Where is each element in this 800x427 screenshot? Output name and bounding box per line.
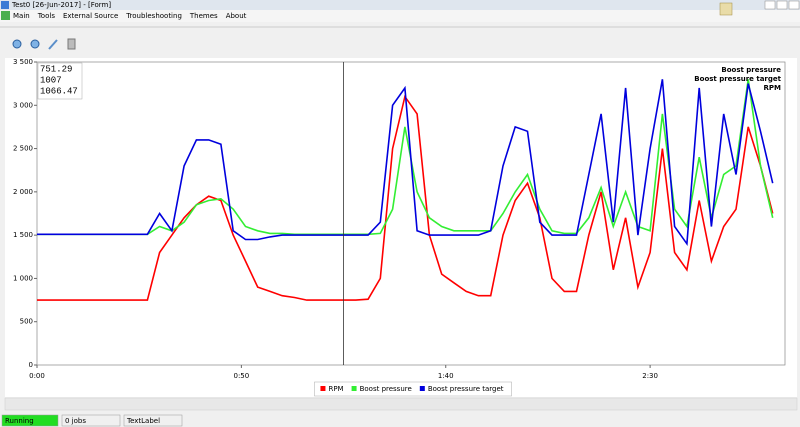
window-controls[interactable] (764, 0, 800, 10)
y-tick-label: 1 500 (13, 231, 33, 239)
cursor-readout: 751.29 (40, 64, 72, 74)
legend-label: Boost pressure target (694, 75, 781, 83)
status-cell (1, 414, 59, 427)
status-text: 0 jobs (65, 417, 86, 425)
legend-swatch[interactable] (351, 386, 357, 391)
toolbar (12, 38, 76, 50)
cursor-readout: 1066.47 (40, 86, 78, 96)
legend-label[interactable]: Boost pressure target (428, 385, 504, 393)
window-title: Test0 [26-Jun-2017] - [Form] (11, 1, 111, 9)
menu-item[interactable]: Themes (189, 12, 218, 20)
x-tick-label: 1:40 (438, 372, 454, 380)
status-cell (61, 414, 121, 427)
legend-swatch[interactable] (320, 386, 326, 391)
y-tick-label: 2 500 (13, 145, 33, 153)
status-bar (0, 413, 800, 427)
legend-label[interactable]: RPM (328, 385, 343, 393)
zoom-out-button[interactable] (30, 39, 40, 49)
y-tick-label: 500 (20, 318, 33, 326)
cursor-readout-box (37, 62, 83, 100)
pan-button[interactable] (48, 39, 58, 50)
menu-item[interactable]: Troubleshooting (125, 12, 182, 20)
bottom-legend: RPM Boost pressure Boost pressure target (314, 381, 512, 397)
title-bar (0, 0, 800, 10)
y-tick-label: 1 000 (13, 274, 33, 282)
cursor-readout: 1007 (40, 75, 62, 85)
y-tick-label: 3 000 (13, 101, 33, 109)
minimize-button[interactable] (764, 0, 776, 10)
maximize-button[interactable] (776, 0, 788, 10)
zoom-in-button[interactable] (12, 39, 22, 49)
series-line (37, 79, 774, 236)
x-tick-label: 2:30 (642, 372, 658, 380)
restore-icon[interactable] (719, 2, 733, 16)
x-tick-label: 0:50 (234, 372, 250, 380)
y-tick-label: 3 500 (13, 58, 33, 66)
status-text: Running (5, 417, 34, 425)
close-button[interactable] (788, 0, 800, 10)
legend-box (314, 381, 512, 397)
status-text: TextLabel (126, 417, 160, 425)
menu-item[interactable]: About (226, 12, 247, 20)
app-icon (1, 1, 9, 9)
legend-label[interactable]: Boost pressure (360, 385, 412, 393)
menu-item[interactable]: Tools (37, 12, 56, 20)
clear-button[interactable] (67, 38, 76, 50)
menu-bar (0, 10, 800, 22)
y-tick-label: 0 (29, 361, 33, 369)
series-line (37, 79, 774, 247)
horizontal-scrollbar[interactable] (4, 397, 798, 411)
status-cell (123, 414, 183, 427)
legend-label: Boost pressure (721, 66, 781, 74)
legend-label: RPM (764, 84, 782, 92)
menu-icon (1, 11, 10, 20)
plot-area (36, 61, 786, 366)
menu-item[interactable]: External Source (63, 12, 118, 20)
legend-swatch[interactable] (419, 386, 425, 391)
menu-item[interactable]: Main (13, 12, 30, 20)
x-tick-label: 0:00 (29, 372, 45, 380)
y-tick-label: 2 000 (13, 188, 33, 196)
